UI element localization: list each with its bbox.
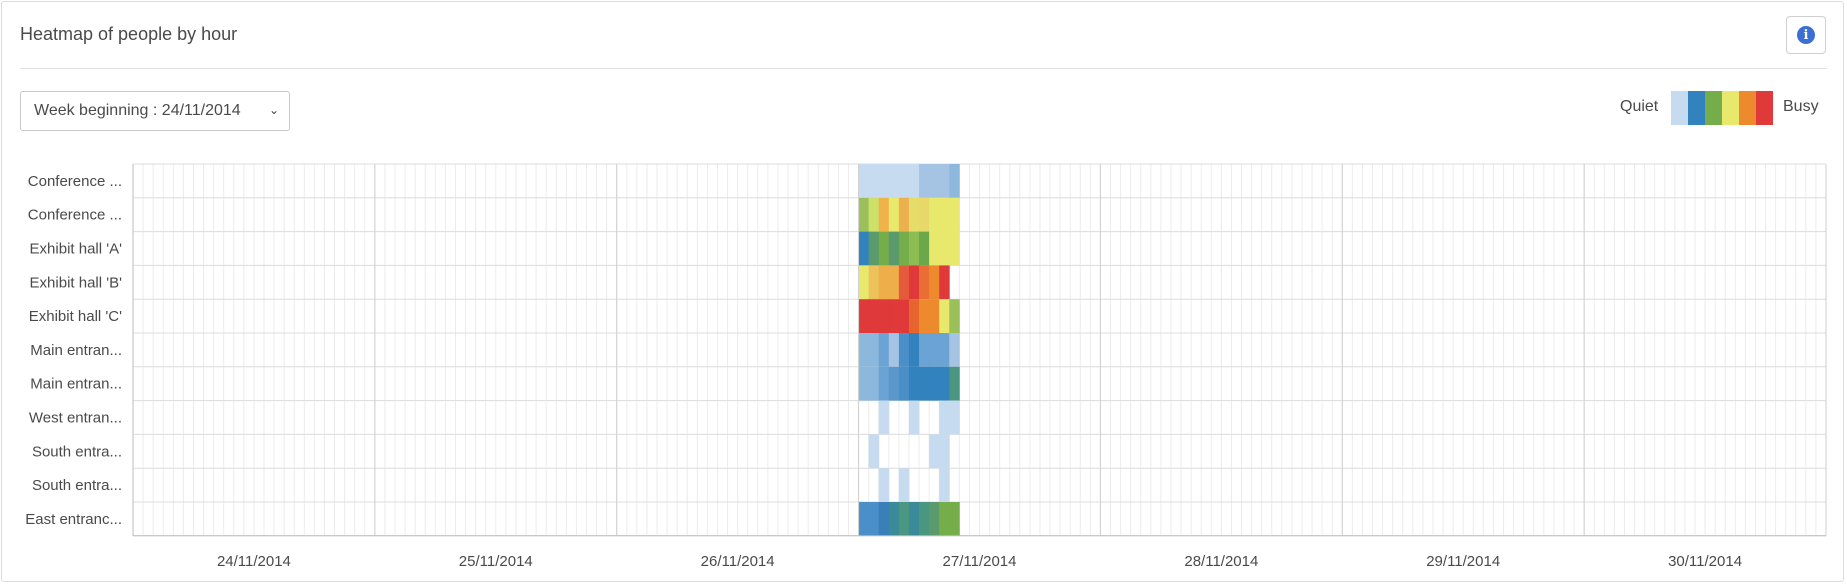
legend-swatch: [1722, 91, 1739, 125]
info-button[interactable]: i: [1786, 16, 1826, 54]
header-divider: [20, 68, 1827, 69]
info-icon: i: [1797, 26, 1815, 44]
week-select-value: Week beginning : 24/11/2014: [34, 102, 241, 119]
legend-swatch: [1739, 91, 1756, 125]
legend-quiet-label: Quiet: [1620, 98, 1659, 115]
legend-swatch: [1705, 91, 1722, 125]
week-select[interactable]: Week beginning : 24/11/2014 ⌄: [20, 91, 290, 131]
panel-title: Heatmap of people by hour: [20, 24, 238, 44]
legend-swatch: [1671, 91, 1688, 125]
legend-swatch: [1688, 91, 1705, 125]
legend-busy-label: Busy: [1783, 98, 1819, 115]
chevron-down-icon: ⌄: [268, 103, 279, 117]
legend-swatch: [1756, 91, 1773, 125]
